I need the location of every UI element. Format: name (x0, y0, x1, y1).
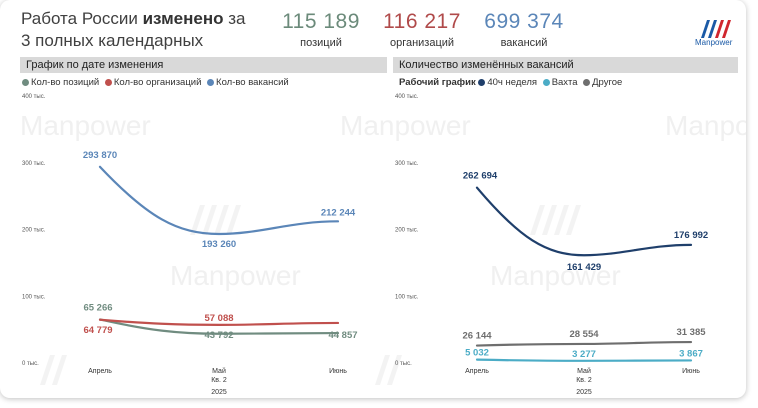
title-text-end: за (223, 9, 246, 28)
series-line[interactable] (98, 318, 340, 335)
kpi-positions: 115 189 позиций (266, 9, 376, 49)
left-panel-header: График по дате изменения (20, 57, 387, 73)
legend-title: Рабочий график (399, 77, 476, 88)
legend-item-shift[interactable]: Вахта (542, 77, 578, 88)
data-label: 44 857 (328, 330, 357, 341)
right-panel-header: Количество изменённых вакансий (393, 57, 738, 73)
x-tick-label: Май (577, 367, 591, 375)
x-sub-label: Кв. 2 (576, 377, 592, 384)
data-label: 5 032 (465, 348, 489, 359)
title-text: Работа России (21, 9, 143, 28)
x-sub-label: 2025 (211, 389, 227, 396)
x-tick-label: Апрель (88, 368, 112, 375)
right-chart: 0 тыс. 100 тыс. 200 тыс. 300 тыс. 400 тыс. 26… (395, 94, 708, 396)
legend-label: Кол-во организаций (113, 77, 202, 88)
x-tick-label: Июнь (329, 368, 347, 375)
y-tick-label: 0 тыс. (395, 361, 412, 367)
y-tick-label: 200 тыс. (395, 228, 419, 234)
legend-label: 40ч неделя (487, 77, 538, 88)
page-title: Работа России изменено за 3 полных кален… (21, 8, 261, 74)
data-label: 193 260 (202, 239, 236, 250)
series-line[interactable] (475, 358, 693, 362)
y-tick-label: 200 тыс. (22, 228, 46, 234)
kpi-label: позиций (300, 37, 342, 49)
left-legend: Кол-во позиций Кол-во организаций Кол-во… (22, 77, 292, 88)
y-tick-label: 300 тыс. (395, 161, 419, 167)
title-bold: изменено (142, 9, 224, 28)
data-label: 161 429 (567, 262, 601, 273)
kpi-value: 116 217 (383, 10, 461, 33)
kpi-value: 115 189 (282, 10, 360, 33)
legend-dot-icon (207, 78, 215, 86)
legend-dot-icon (478, 78, 486, 86)
data-label: 3 867 (679, 348, 703, 359)
data-label: 64 779 (83, 325, 112, 336)
kpi-label: организаций (389, 37, 455, 49)
data-label: 57 088 (204, 313, 233, 324)
legend-label: Другое (592, 77, 623, 88)
legend-dot-icon (22, 78, 29, 86)
y-tick-label: 100 тыс. (22, 294, 46, 300)
data-label: 262 694 (463, 171, 498, 182)
dashboard-frame: Работа России изменено за 3 полных кален… (20, 8, 746, 396)
x-tick-label: Июнь (682, 368, 700, 375)
legend-item-vacancies[interactable]: Кол-во вакансий (207, 77, 289, 88)
y-tick-label: 400 тыс. (395, 94, 419, 100)
y-tick-label: 100 тыс. (395, 294, 419, 300)
legend-item-organizations[interactable]: Кол-во организаций (104, 77, 202, 88)
legend-item-positions[interactable]: Кол-во позиций (22, 77, 99, 88)
data-label: 31 385 (676, 327, 706, 338)
series-line[interactable] (98, 165, 340, 236)
kpi-value: 699 374 (484, 10, 564, 33)
legend-dot-icon (583, 78, 591, 86)
data-label: 65 266 (83, 302, 112, 313)
x-tick-label: Май (212, 367, 226, 375)
data-label: 212 244 (321, 207, 356, 218)
data-label: 28 554 (569, 329, 599, 340)
series-line[interactable] (98, 318, 340, 326)
legend-item-other[interactable]: Другое (583, 77, 622, 88)
logo-text: Manpower (695, 38, 733, 47)
data-label: 176 992 (674, 230, 708, 241)
manpower-logo-icon (701, 20, 731, 38)
x-sub-label: Кв. 2 (211, 377, 227, 384)
legend-label: Вахта (551, 77, 578, 88)
data-label: 3 277 (572, 349, 596, 360)
y-tick-label: 300 тыс. (22, 161, 46, 167)
data-label: 293 870 (83, 150, 117, 161)
x-tick-label: Апрель (465, 368, 489, 375)
legend-dot-icon (542, 78, 550, 86)
y-tick-label: 400 тыс. (22, 94, 46, 100)
legend-item-fullweek[interactable]: 40ч неделя (478, 77, 537, 88)
data-label: 26 144 (462, 331, 492, 342)
kpi-label: вакансий (500, 37, 548, 49)
right-legend: Рабочий график 40ч неделя Вахта Другое (399, 77, 625, 88)
series-line[interactable] (475, 186, 693, 257)
kpi-vacancies: 699 374 вакансий (469, 9, 579, 49)
data-label: 43 792 (204, 330, 233, 341)
series-line[interactable] (475, 340, 693, 347)
legend-dot-icon (104, 78, 112, 86)
y-tick-label: 0 тыс. (22, 361, 39, 367)
legend-label: Кол-во вакансий (216, 77, 289, 88)
left-chart: 0 тыс. 100 тыс. 200 тыс. 300 тыс. 400 тыс. 29… (22, 94, 358, 396)
x-sub-label: 2025 (576, 389, 592, 396)
legend-label: Кол-во позиций (31, 77, 100, 88)
kpi-organizations: 116 217 организаций (367, 9, 477, 49)
